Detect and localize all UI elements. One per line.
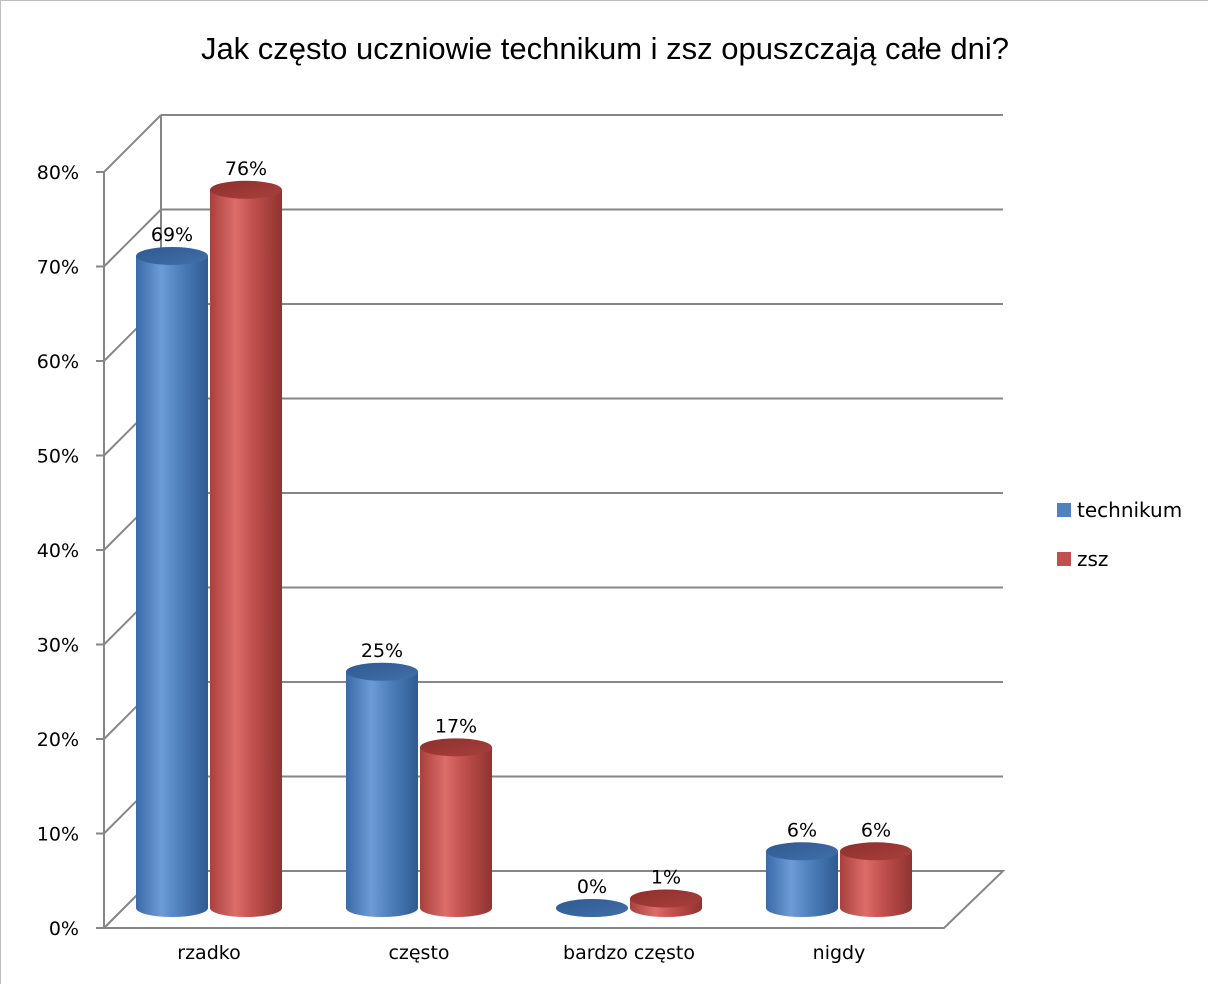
data-label: 6%	[861, 819, 891, 841]
y-tick-label: 30%	[37, 635, 79, 657]
data-label: 76%	[225, 158, 267, 180]
x-tick-label: bardzo często	[563, 942, 695, 964]
bar-body	[136, 255, 208, 917]
bar-top	[136, 246, 208, 265]
bar-technikum	[136, 246, 208, 917]
bar-zsz	[630, 889, 702, 917]
y-tick-label: 70%	[37, 257, 79, 279]
data-label: 0%	[577, 876, 607, 898]
bars-layer	[136, 180, 912, 918]
data-label: 1%	[651, 867, 681, 889]
legend-item-technikum: technikum	[1057, 498, 1182, 522]
bar-top	[630, 889, 702, 908]
legend-item-zsz: zsz	[1057, 547, 1108, 571]
y-tick-label: 50%	[37, 446, 79, 468]
bar-top	[766, 842, 838, 861]
legend-label-zsz: zsz	[1077, 547, 1109, 571]
x-tick-label: często	[388, 942, 449, 964]
x-tick-label: nigdy	[813, 942, 866, 964]
bar-technikum	[766, 842, 838, 917]
legend-swatch-technikum	[1057, 503, 1071, 517]
bar-zsz	[420, 738, 492, 917]
bar-zsz	[840, 842, 912, 917]
bar-zsz	[210, 180, 282, 918]
bar-technikum	[346, 662, 418, 917]
labels-layer: 0% 10% 20% 30% 40% 50% 60% 70% 80% rzadko 69% 76% cz…	[37, 158, 891, 964]
data-label: 25%	[361, 640, 403, 662]
y-tick-label: 80%	[37, 162, 79, 184]
bar-body	[210, 189, 282, 918]
y-tick-label: 0%	[49, 918, 79, 940]
wall-gridline	[103, 114, 162, 173]
legend-label-technikum: technikum	[1077, 498, 1183, 522]
bar-body	[766, 851, 838, 917]
y-tick-label: 60%	[37, 351, 79, 373]
chart-title: Jak często uczniowie technikum i zsz opu…	[200, 31, 1010, 66]
y-tick-label: 10%	[37, 824, 79, 846]
data-label: 6%	[787, 819, 817, 841]
x-tick-label: rzadko	[177, 942, 240, 964]
bar-body	[840, 851, 912, 917]
bar-body	[420, 747, 492, 917]
bar-top	[210, 180, 282, 199]
wall-gridline	[103, 208, 162, 268]
data-label: 17%	[435, 715, 477, 737]
bar-top	[420, 738, 492, 757]
y-tick-label: 20%	[37, 729, 79, 751]
legend-swatch-zsz	[1057, 552, 1071, 566]
bar-body	[346, 671, 418, 917]
bar-top	[840, 842, 912, 861]
y-tick-label: 40%	[37, 540, 79, 562]
bar-technikum	[556, 899, 628, 917]
axes-layer	[96, 114, 1006, 929]
bar-top	[346, 662, 418, 681]
data-label: 69%	[151, 224, 193, 246]
bar-top	[556, 899, 628, 917]
